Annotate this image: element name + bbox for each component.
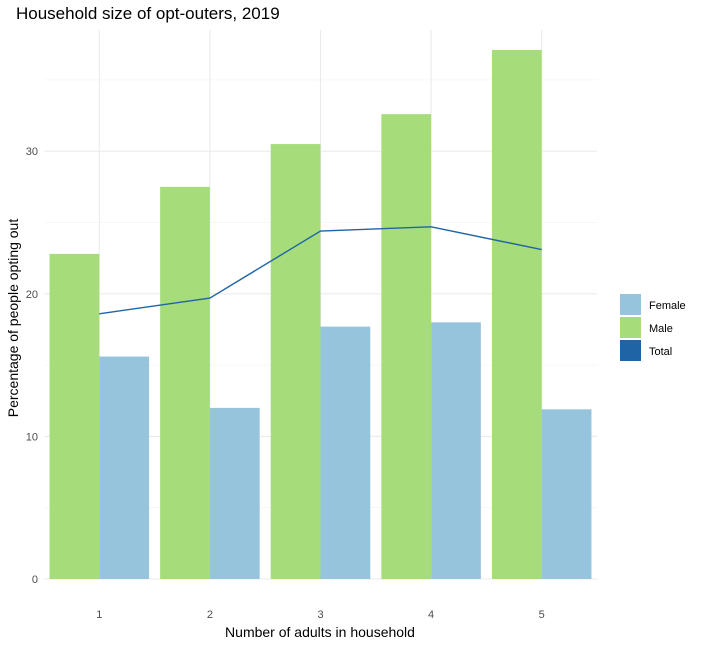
bar-male-4 xyxy=(381,114,432,579)
x-tick-label: 1 xyxy=(96,609,102,621)
x-axis-title: Number of adults in household xyxy=(225,624,415,640)
bar-male-3 xyxy=(270,144,321,579)
bar-female-3 xyxy=(320,326,371,579)
x-tick-label: 4 xyxy=(428,609,434,621)
y-tick-label: 30 xyxy=(26,146,38,158)
total-line xyxy=(99,226,542,315)
legend-label-male: Male xyxy=(649,323,673,335)
legend: Female Male Total xyxy=(620,294,686,361)
y-tick-label: 0 xyxy=(32,574,38,586)
bars-group xyxy=(49,49,592,580)
y-axis-title: Percentage of people opting out xyxy=(5,219,21,418)
y-tick-label: 10 xyxy=(26,431,38,443)
legend-label-total: Total xyxy=(649,346,672,358)
x-tick-label: 2 xyxy=(207,609,213,621)
bar-male-2 xyxy=(160,186,210,579)
legend-swatch-female xyxy=(620,294,641,315)
legend-label-female: Female xyxy=(649,300,686,312)
x-tick-label: 3 xyxy=(317,609,323,621)
y-tick-label: 20 xyxy=(26,289,38,301)
bar-male-5 xyxy=(491,49,542,580)
y-axis-ticks: 0 10 20 30 xyxy=(26,146,38,586)
bar-male-1 xyxy=(49,253,100,579)
bar-female-2 xyxy=(209,407,260,579)
legend-swatch-male xyxy=(620,317,641,338)
bar-female-5 xyxy=(541,409,592,579)
bar-female-1 xyxy=(99,356,150,579)
chart-title: Household size of opt-outers, 2019 xyxy=(16,4,280,23)
bar-female-4 xyxy=(431,322,481,579)
x-axis-ticks: 1 2 3 4 5 xyxy=(96,609,545,621)
legend-swatch-total xyxy=(620,340,641,361)
x-tick-label: 5 xyxy=(539,609,545,621)
total-line-group xyxy=(99,226,542,315)
